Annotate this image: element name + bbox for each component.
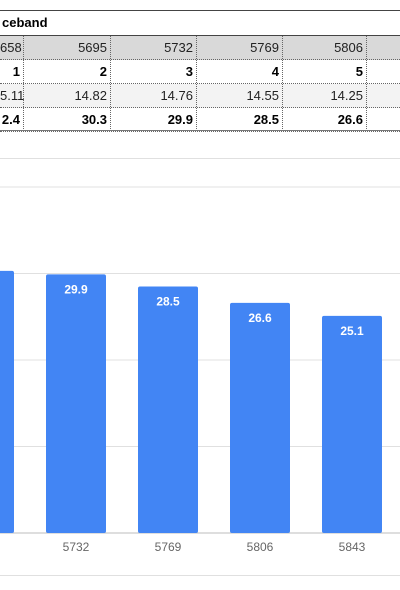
- table-cell[interactable]: 28.5: [197, 108, 283, 131]
- bar[interactable]: [0, 270, 14, 533]
- table-title: ceband: [0, 10, 400, 36]
- table-header-row: 658 5695 5732 5769 5806: [0, 36, 400, 60]
- bar[interactable]: [138, 286, 198, 533]
- table-cell[interactable]: 5695: [24, 36, 111, 59]
- table-cell[interactable]: 5769: [197, 36, 283, 59]
- table-cell[interactable]: 4: [197, 60, 283, 83]
- table-cell[interactable]: 5.11: [0, 84, 24, 107]
- chart-frame-top: [0, 158, 400, 159]
- x-tick-label: 5806: [247, 540, 274, 554]
- table-cell[interactable]: 3: [111, 60, 197, 83]
- table-cell[interactable]: 1: [0, 60, 24, 83]
- table-cell[interactable]: 658: [0, 36, 24, 59]
- table-cell[interactable]: 30.3: [24, 108, 111, 131]
- bar[interactable]: [46, 274, 106, 533]
- bar-data-label: 25.1: [340, 324, 364, 338]
- bar-data-label: 26.6: [248, 311, 272, 325]
- x-tick-label: 5769: [155, 540, 182, 554]
- x-tick-label: 5732: [63, 540, 90, 554]
- x-tick-label: 5843: [339, 540, 366, 554]
- table-row: 5.11 14.82 14.76 14.55 14.25: [0, 84, 400, 108]
- table-row: 2.4 30.3 29.9 28.5 26.6: [0, 108, 400, 132]
- bar[interactable]: [322, 315, 382, 533]
- table-row: 1 2 3 4 5: [0, 60, 400, 84]
- table-cell[interactable]: 14.82: [24, 84, 111, 107]
- table-cell[interactable]: 14.76: [111, 84, 197, 107]
- chart-frame-bottom: [0, 575, 400, 576]
- bar[interactable]: [230, 302, 290, 533]
- table-cell[interactable]: 26.6: [283, 108, 367, 131]
- table-cell[interactable]: 5: [283, 60, 367, 83]
- table-bottom-border: [0, 130, 400, 131]
- table-cell[interactable]: 29.9: [111, 108, 197, 131]
- table-cell[interactable]: 14.25: [283, 84, 367, 107]
- table-cell[interactable]: 2: [24, 60, 111, 83]
- table-cell[interactable]: 2.4: [0, 108, 24, 131]
- table-cell[interactable]: 5732: [111, 36, 197, 59]
- bar-data-label: 28.5: [156, 294, 180, 308]
- table-cell[interactable]: 14.55: [197, 84, 283, 107]
- bar-data-label: 29.9: [64, 282, 88, 296]
- table-cell[interactable]: 5806: [283, 36, 367, 59]
